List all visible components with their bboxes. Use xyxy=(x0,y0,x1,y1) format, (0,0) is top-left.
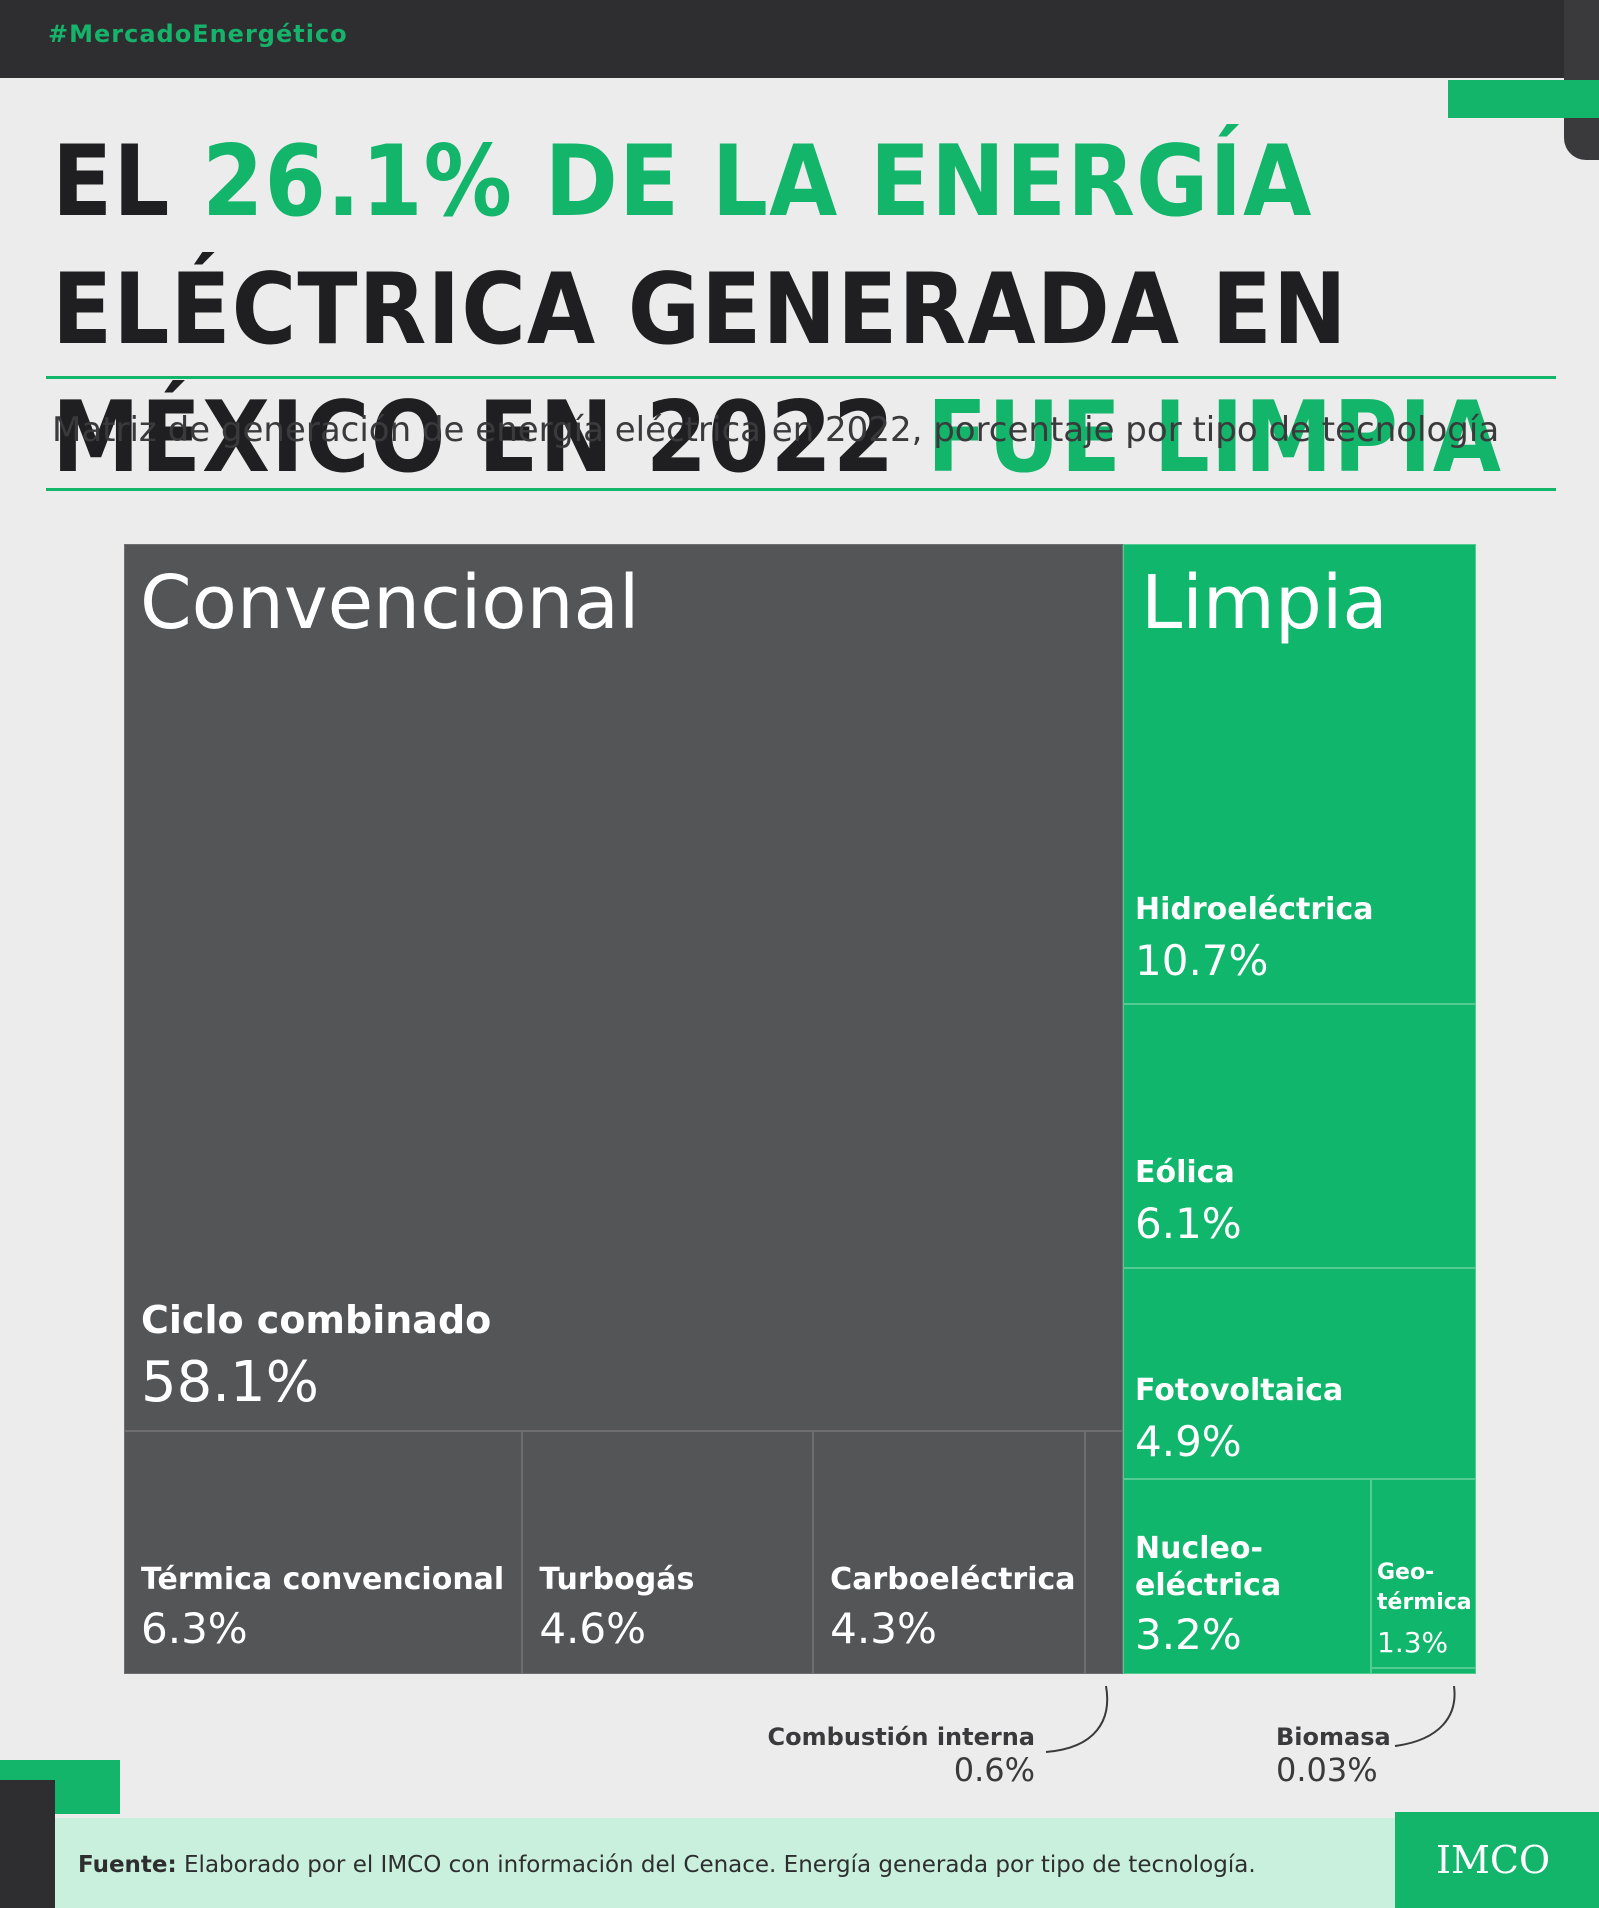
treemap-cell-biomasa xyxy=(1371,1668,1476,1674)
cell-value-geotermica: 1.3% xyxy=(1377,1626,1449,1659)
cell-label-geo-line1: Geo- xyxy=(1377,1560,1435,1585)
cell-label-nucleo-line2: eléctrica xyxy=(1135,1568,1282,1603)
corner-decoration-green xyxy=(1448,80,1599,118)
treemap-cell-carboelectrica xyxy=(813,1431,1086,1674)
title-part2: ELÉCTRICA GENERADA EN MÉXICO EN 2022 xyxy=(52,253,1348,495)
footer-source-label: Fuente: xyxy=(78,1852,177,1878)
page-title: EL 26.1% DE LA ENERGÍA ELÉCTRICA GENERAD… xyxy=(52,118,1552,502)
footer-band xyxy=(55,1818,1395,1908)
treemap-cell-ciclo-combinado xyxy=(124,544,1123,1431)
callout-leader-combustion-interna xyxy=(1045,1685,1109,1753)
imco-logo: IMCO xyxy=(1436,1838,1551,1882)
cell-label-geo-line2: térmica xyxy=(1377,1590,1472,1615)
group-label-convencional: Convencional xyxy=(140,560,640,646)
cell-value-turbogas: 4.6% xyxy=(539,1604,647,1653)
treemap-cell-geotermica xyxy=(1371,1479,1476,1668)
callout-label-combustion-interna: Combustión interna xyxy=(767,1723,1035,1751)
cell-label-eolica: Eólica xyxy=(1135,1155,1235,1190)
cell-label-fotovoltaica: Fotovoltaica xyxy=(1135,1373,1344,1408)
cell-value-ciclo-combinado: 58.1% xyxy=(141,1350,319,1415)
callout-label-biomasa: Biomasa xyxy=(1276,1723,1391,1751)
rule-top xyxy=(46,376,1556,379)
treemap-cell-combustion-interna xyxy=(1085,1431,1123,1674)
treemap-cell-nucleoelectrica xyxy=(1123,1479,1371,1674)
cell-label-nucleo-line1: Nucleo- xyxy=(1135,1531,1263,1566)
treemap-cell-fotovoltaica xyxy=(1123,1268,1476,1479)
treemap-cell-hidroelectrica xyxy=(1123,544,1476,1004)
cell-value-termica-convencional: 6.3% xyxy=(141,1604,248,1653)
title-highlight-1: 26.1% DE LA ENERGÍA xyxy=(202,125,1313,239)
footer-source: Fuente: Elaborado por el IMCO con inform… xyxy=(78,1852,1256,1878)
group-label-limpia: Limpia xyxy=(1141,560,1388,646)
cell-value-hidroelectrica: 10.7% xyxy=(1135,936,1269,985)
cell-label-ciclo-combinado: Ciclo combinado xyxy=(141,1298,492,1342)
cell-value-carboelectrica: 4.3% xyxy=(830,1604,937,1653)
cell-label-hidroelectrica: Hidroeléctrica xyxy=(1135,892,1374,927)
treemap-cell-eolica xyxy=(1123,1004,1476,1268)
cell-label-carboelectrica: Carboeléctrica xyxy=(830,1562,1076,1597)
cell-value-eolica: 6.1% xyxy=(1135,1199,1242,1248)
cell-label-turbogas: Turbogás xyxy=(539,1562,695,1597)
callout-value-combustion-interna: 0.6% xyxy=(953,1751,1035,1789)
title-highlight-2: FUE LIMPIA xyxy=(926,381,1502,495)
callout-value-biomasa: 0.03% xyxy=(1276,1751,1378,1789)
treemap-cell-termica-convencional xyxy=(124,1431,523,1674)
hashtag: #MercadoEnergético xyxy=(48,20,348,48)
subtitle: Matriz de generación de energía eléctric… xyxy=(52,410,1500,450)
left-decoration-dark xyxy=(0,1780,55,1908)
callout-leader-biomasa xyxy=(1394,1685,1456,1747)
logo-box xyxy=(1395,1812,1599,1908)
treemap-cell-turbogas xyxy=(522,1431,814,1674)
cell-value-nucleoelectrica: 3.2% xyxy=(1135,1610,1242,1659)
title-part1: EL xyxy=(52,125,203,239)
rule-bottom xyxy=(46,488,1556,491)
top-bar xyxy=(0,0,1599,78)
cell-value-fotovoltaica: 4.9% xyxy=(1135,1417,1242,1466)
cell-label-termica-convencional: Térmica convencional xyxy=(141,1562,505,1597)
footer-source-text: Elaborado por el IMCO con información de… xyxy=(176,1852,1256,1878)
